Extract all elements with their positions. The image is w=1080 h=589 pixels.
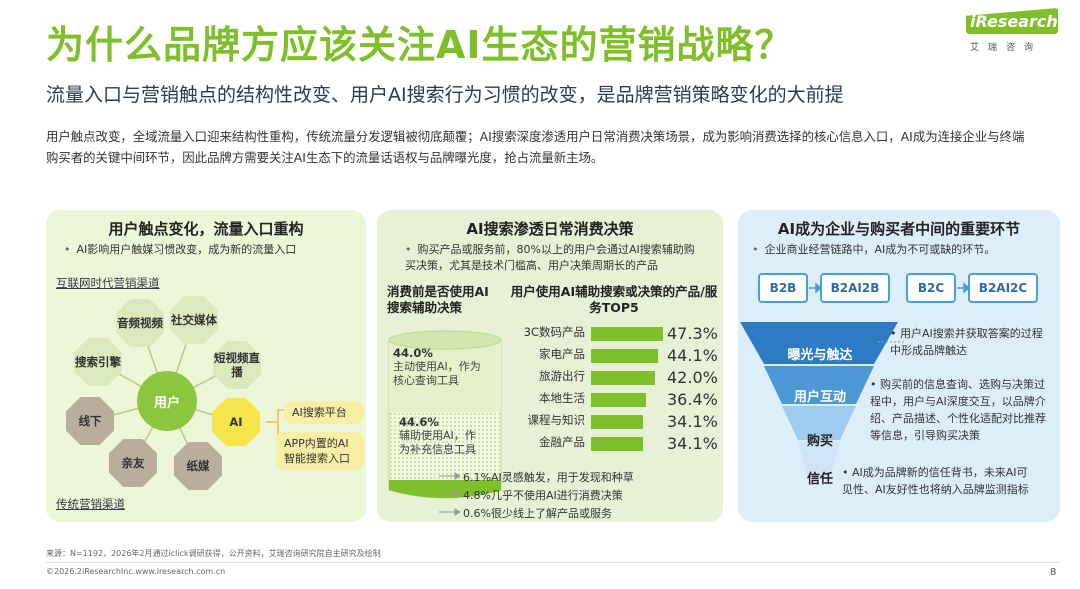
panel-ai-intermediary: AI成为企业与购买者中间的重要环节 • 企业商业经营链路中，AI成为不可或缺的环节…: [738, 210, 1060, 522]
chain-b2ai2b: B2AI2B: [820, 273, 890, 303]
node-friends: 亲友: [109, 439, 157, 487]
chain-b2c: B2C: [906, 273, 956, 303]
node-user-center: 用户: [137, 371, 197, 431]
panel-touchpoint-change: 用户触点变化，流量入口重构 • AI影响用户触媒习惯改变，成为新的流量入口 互联网…: [46, 210, 366, 522]
node-short-video: 短视频直播: [213, 341, 261, 389]
panel1-title: 用户触点变化，流量入口重构: [108, 220, 304, 238]
bar-category-label: 旅游出行: [377, 368, 585, 386]
funnel-layer-exposure: [740, 322, 898, 364]
node-social-media: 社交媒体: [170, 296, 218, 344]
bar-value-label: 36.4%: [667, 390, 718, 409]
node-paper-media: 纸媒: [174, 442, 222, 490]
page-subtitle: 流量入口与营销触点的结构性改变、用户AI搜索行为习惯的改变，是品牌营销策略变化的…: [46, 84, 844, 106]
logo-subtitle: 艾瑞咨询: [970, 43, 1043, 53]
source-note: 来源：N=1192，2026年2月通过iclick调研获得，公开资料，艾瑞咨询研…: [46, 549, 381, 558]
other-rarely-use-ai: 4.8%几乎不使用AI进行消费决策: [463, 489, 623, 502]
intro-paragraph: 用户触点改变，全域流量入口迎来结构性重构，传统流量分发逻辑被彻底颠覆；AI搜索深…: [46, 129, 1025, 165]
usage-active-desc: 主动使用AI，作为核心查询工具: [393, 360, 481, 387]
usage-cylinder: [388, 330, 502, 499]
node-audio-video: 音频视频: [116, 299, 164, 347]
usage-assist: 44.6% 辅助使用AI，作为补充信息工具: [399, 415, 483, 457]
funnel-desc-trust-text: AI成为品牌新的信任背书，未来AI可见性、AI友好性也将纳入品牌监测指标: [842, 466, 1029, 496]
panel3-title: AI成为企业与购买者中间的重要环节: [777, 220, 1021, 238]
funnel-label-purchase: 购买: [806, 434, 833, 449]
chain-b2b: B2B: [758, 273, 808, 303]
top5-heading: 用户使用AI辅助搜索或决策的产品/服务TOP5: [510, 284, 718, 315]
panel1-bullet-text: AI影响用户触媒习惯改变，成为新的流量入口: [76, 243, 297, 256]
usage-active: 44.0% 主动使用AI，作为核心查询工具: [393, 346, 483, 388]
other-inspiration: 6.1%AI灵感触发，用于发现和种草: [463, 471, 634, 484]
node-offline: 线下: [66, 397, 114, 445]
usage-heading: 消费前是否使用AI搜索辅助决策: [387, 284, 489, 315]
bar-category-label: 课程与知识: [377, 412, 586, 430]
usage-active-pct: 44.0%: [393, 346, 433, 360]
node-search-engine: 搜索引擎: [74, 338, 122, 386]
funnel-label-trust: 信任: [806, 472, 833, 487]
funnel-label-interaction: 用户互动: [793, 390, 846, 405]
traditional-channel-label: 传统营销渠道: [56, 497, 125, 511]
internet-channel-label: 互联网时代营销渠道: [56, 276, 160, 290]
iresearch-logo: iResearch 艾瑞咨询: [966, 8, 1058, 54]
bar: [591, 349, 659, 363]
bar-category-label: 3C数码产品: [377, 324, 585, 342]
bar-category-text: 本地生活: [539, 391, 585, 405]
others-arrows: [439, 472, 461, 516]
funnel-label-exposure: 曝光与触达: [787, 348, 853, 363]
bar-category-text: 3C数码产品: [523, 325, 585, 339]
panel3-bullet: • 企业商业经营链路中，AI成为不可或缺的环节。: [752, 243, 996, 256]
usage-assist-desc: 辅助使用AI，作为补充信息工具: [399, 429, 476, 456]
funnel-desc-exposure-text: 用户AI搜索并获取答案的过程中形成品牌触达: [890, 327, 1043, 357]
panel-ai-search-penetration: AI搜索渗透日常消费决策 • 购买产品或服务前，80%以上的用户会通过AI搜索辅助…: [377, 210, 723, 522]
funnel-layer-purchase: [782, 406, 856, 440]
panel2-title: AI搜索渗透日常消费决策: [466, 220, 634, 238]
footer-divider: [46, 562, 1060, 563]
node-ai: AI: [212, 398, 260, 446]
funnel-desc-interaction: • 购买前的信息查询、选购与决策过程中，用户与AI深度交互，以品牌介绍、产品描述…: [870, 378, 1046, 442]
top5-bar-chart: 3C数码产品 47.3% 家电产品 44.1% 旅游出行 42.0% 本地生活 36.4% 课程…: [377, 210, 723, 522]
panel3-bullet-text: 企业商业经营链路中，AI成为不可或缺的环节。: [764, 243, 996, 256]
ai-search-platform: AI搜索平台: [284, 401, 364, 424]
bar-category-label: 本地生活: [377, 390, 585, 408]
bar-category-text: 家电产品: [539, 347, 585, 361]
other-rarely-online: 0.6%很少线上了解产品或服务: [463, 507, 612, 520]
panel2-bullet: • 购买产品或服务前，80%以上的用户会通过AI搜索辅助购买决策，尤其是技术门槛高…: [405, 243, 695, 272]
bar: [591, 437, 643, 451]
bar: [591, 415, 643, 429]
funnel-desc-exposure: • 用户AI搜索并获取答案的过程中形成品牌触达: [890, 327, 1043, 357]
bar-category-text: 课程与知识: [527, 413, 586, 427]
logo-name: iResearch: [970, 12, 1058, 31]
bar: [591, 393, 647, 407]
copyright: ©2026.2iResearchInc.www.iresearch.com.cn: [46, 567, 226, 576]
funnel-desc-interaction-text: 购买前的信息查询、选购与决策过程中，用户与AI深度交互，以品牌介绍、产品描述、个…: [870, 378, 1046, 442]
bar-value-label: 47.3%: [667, 324, 718, 343]
usage-assist-pct: 44.6%: [399, 415, 439, 429]
funnel-layer-interaction: [764, 366, 874, 404]
chain-b2ai2c: B2AI2C: [968, 273, 1038, 303]
bar-value-label: 44.1%: [667, 346, 718, 365]
bar-category-label: 金融产品: [377, 434, 585, 452]
bar-category-text: 旅游出行: [539, 369, 585, 383]
bar: [591, 327, 663, 341]
bar: [591, 371, 655, 385]
panel1-bullet: • AI影响用户触媒习惯改变，成为新的流量入口: [64, 243, 297, 256]
bar-value-label: 34.1%: [667, 412, 718, 431]
marketing-funnel: [740, 322, 906, 478]
funnel-desc-trust: • AI成为品牌新的信任背书，未来AI可见性、AI友好性也将纳入品牌监测指标: [842, 466, 1029, 496]
bar-category-text: 金融产品: [539, 435, 585, 449]
funnel-layer-trust: [798, 442, 840, 478]
bar-category-label: 家电产品: [377, 346, 585, 364]
bar-value-label: 34.1%: [667, 434, 718, 453]
panel2-bullet-text: 购买产品或服务前，80%以上的用户会通过AI搜索辅助购买决策，尤其是技术门槛高、…: [405, 243, 695, 272]
chain-arrows: [809, 282, 971, 294]
bar-value-label: 42.0%: [667, 368, 718, 387]
app-ai-search-entry: APP内置的AI智能搜索入口: [276, 432, 364, 470]
page-number: 8: [1050, 567, 1057, 578]
page-title: 为什么品牌方应该关注AI生态的营销战略？: [46, 23, 794, 67]
